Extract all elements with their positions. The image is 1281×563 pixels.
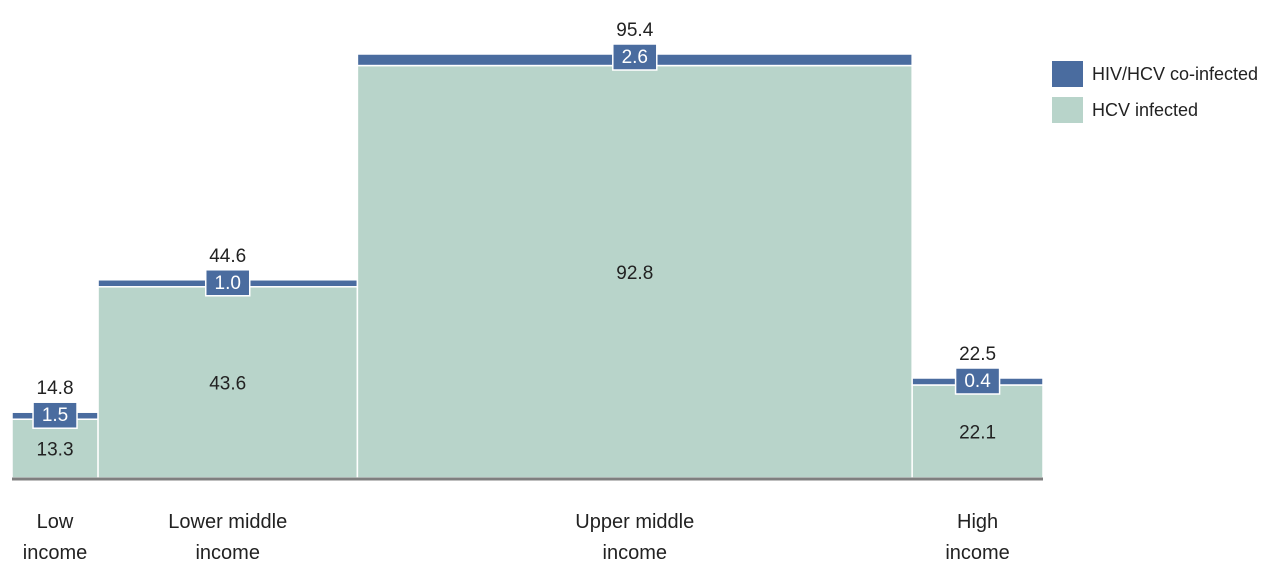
total-label: 22.5 <box>959 344 996 365</box>
category-label: income <box>603 542 667 563</box>
bar-segments <box>11 53 1044 479</box>
hcv-value-label: 22.1 <box>959 423 996 444</box>
bar-hcv-infected <box>11 418 99 479</box>
category-label: income <box>945 542 1009 563</box>
bar-hcv-infected <box>356 64 913 479</box>
legend-swatch <box>1052 61 1083 87</box>
category-label: Upper middle <box>575 511 694 533</box>
coinfected-value-label: 1.0 <box>215 273 241 294</box>
coinfected-label-box <box>204 269 251 297</box>
hcv-value-label: 43.6 <box>209 373 246 394</box>
coinfected-value-label: 2.6 <box>622 47 648 68</box>
legend-swatch <box>1052 97 1083 123</box>
category-label: Low <box>37 511 74 533</box>
category-label: income <box>23 542 87 563</box>
total-label: 44.6 <box>209 246 246 267</box>
category-label: income <box>195 542 259 563</box>
total-label: 14.8 <box>37 378 74 399</box>
hcv-value-label: 13.3 <box>37 440 74 461</box>
category-label: Lower middle <box>168 511 287 533</box>
coinfected-value-label: 1.5 <box>42 405 68 426</box>
coinfected-value-label: 0.4 <box>964 371 991 392</box>
coinfected-label-box <box>612 43 658 71</box>
category-label: High <box>957 511 998 533</box>
category-labels: Low income Lower middle income Upper middle i… <box>23 511 1010 563</box>
legend-label: HIV/HCV co-infected <box>1092 64 1258 84</box>
hcv-value-label: 92.8 <box>616 263 653 284</box>
legend: HIV/HCV co-infected HCV infected <box>1052 61 1258 123</box>
coinfected-label-box <box>954 367 1001 395</box>
coinfected-label-box <box>32 401 78 429</box>
total-label: 95.4 <box>616 20 653 41</box>
legend-label: HCV infected <box>1092 100 1198 120</box>
value-labels: 14.8 1.5 13.3 44.6 1.0 43.6 95.4 2.6 92.8 22.5 0.4… <box>32 20 1001 461</box>
